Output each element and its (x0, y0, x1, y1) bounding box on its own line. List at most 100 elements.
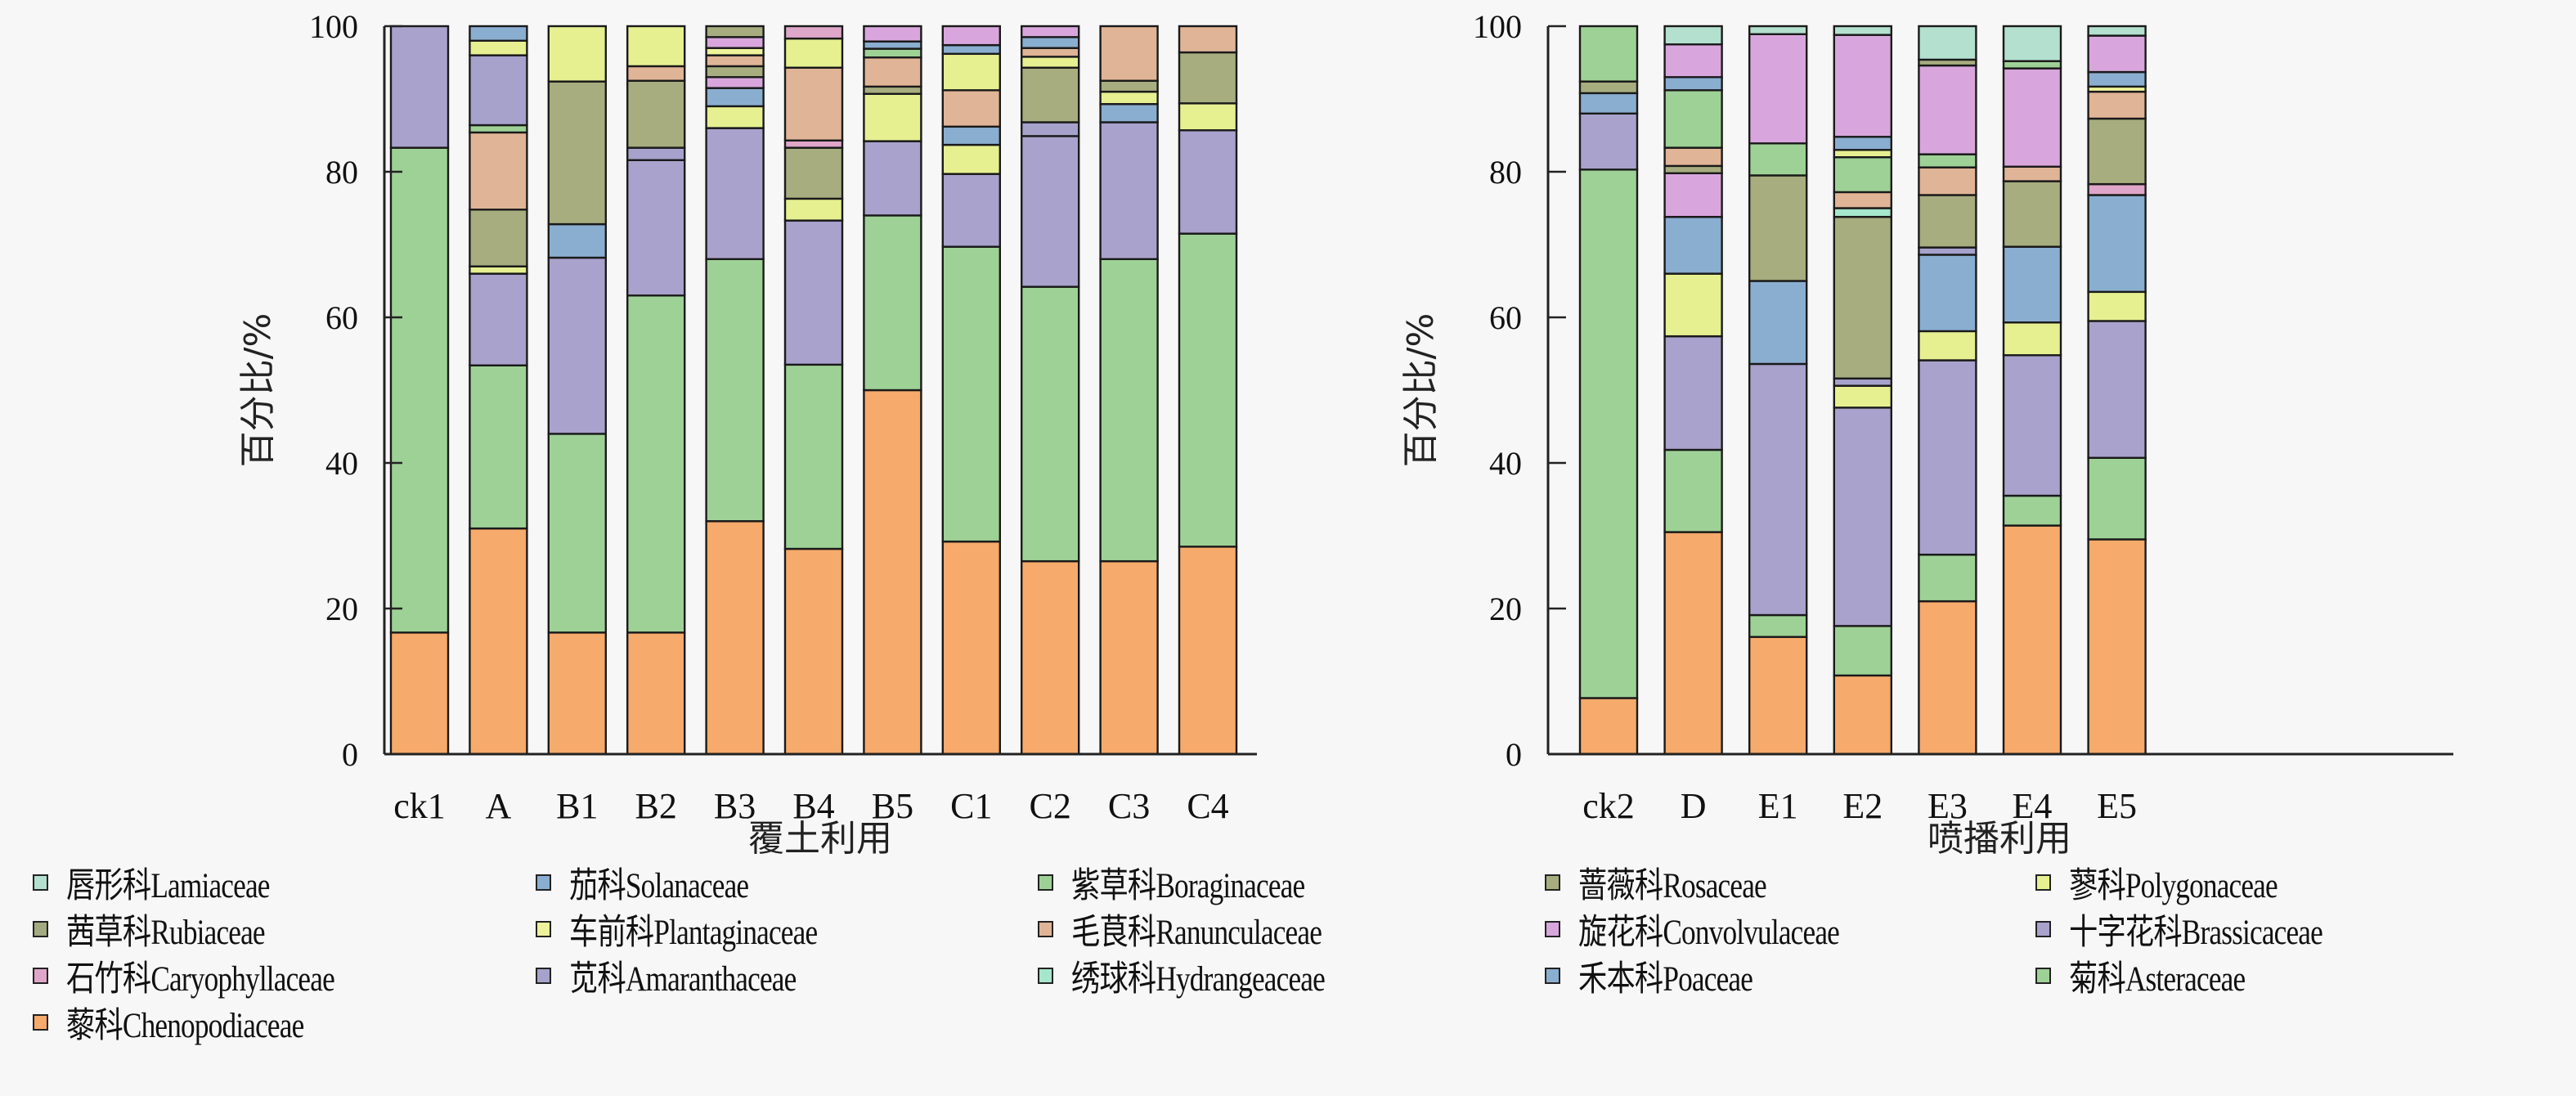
bar-segment-asteraceae (783, 363, 844, 550)
bar-segment-rosaceae (1833, 215, 1893, 380)
bar-segment-lamiaceae (2002, 25, 2062, 62)
bar-segment-rosaceae (626, 79, 686, 149)
legend-swatch (2035, 874, 2051, 891)
bar-segment-poaceae (1833, 136, 1893, 151)
bar-segment-polygonaceae (1020, 56, 1080, 69)
x-tick-label: B3 (714, 786, 756, 826)
bar-segment-convolvulaceae (941, 25, 1002, 47)
legend-label: 茜草科Rubiaceae (66, 913, 266, 952)
bar-segment-caryophyllaceae (783, 139, 844, 149)
legend-swatch (33, 1013, 48, 1031)
legend-item-lamiaceae: 唇形科Lamiaceae (33, 859, 536, 905)
legend-item-boraginaceae: 紫草科Boraginaceae (1038, 859, 1545, 905)
legend-item-caryophyllaceae: 石竹科Caryophyllaceae (33, 952, 536, 999)
bar-segment-chenopodiaceae (1833, 674, 1893, 756)
bar-E1 (1748, 25, 1808, 756)
x-tick-label: E2 (1842, 786, 1883, 826)
bar-segment-asteraceae (1178, 232, 1238, 548)
bar-segment-boraginaceae (1748, 142, 1808, 177)
bar-segment-asteraceae (1663, 448, 1723, 533)
bar-segment-brassicaceae (626, 159, 686, 297)
bar-segment-caryophyllaceae (783, 25, 844, 40)
legend-label: 禾本科Poaceae (1578, 959, 1753, 999)
bar-ck2 (1578, 25, 1639, 756)
bar-segment-polygonaceae (1178, 102, 1238, 132)
bar-B1 (547, 25, 607, 756)
legend-label: 绣球科Hydrangeaceae (1071, 959, 1326, 999)
bar-segment-amaranthaceae (469, 54, 528, 127)
y-tick-label: 80 (325, 154, 358, 191)
x-tick-label: E4 (2013, 786, 2053, 826)
bar-B2 (626, 25, 686, 756)
bar-segment-asteraceae (1918, 553, 1977, 603)
legend-swatch (2035, 920, 2051, 937)
bar-segment-rosaceae (1020, 66, 1080, 124)
bar-segment-poaceae (941, 125, 1002, 146)
bar-segment-polygonaceae (1663, 272, 1723, 338)
bar-segment-asteraceae (2087, 456, 2147, 541)
x-tick-label: C4 (1187, 786, 1228, 826)
bar-segment-ranunculaceae (941, 89, 1002, 128)
bar-segment-polygonaceae (1833, 384, 1893, 409)
bar-segment-chenopodiaceae (1663, 531, 1723, 756)
bar-segment-brassicaceae (547, 256, 607, 435)
x-axis-title: 覆土利用 (748, 818, 892, 859)
bar-segment-poaceae (2087, 70, 2147, 88)
bar-segment-convolvulaceae (1663, 172, 1723, 218)
x-tick-label: B2 (635, 786, 677, 826)
bar-segment-asteraceae (1020, 285, 1080, 563)
bar-E2 (1833, 25, 1893, 756)
bar-segment-brassicaceae (2087, 320, 2147, 459)
y-tick-label: 40 (1489, 445, 1522, 482)
bar-segment-plantaginaceae (705, 47, 765, 56)
bar-segment-convolvulaceae (1833, 34, 1893, 138)
legend-label: 紫草科Boraginaceae (1071, 866, 1305, 905)
bar-segment-convolvulaceae (705, 76, 765, 89)
bar-segment-lamiaceae (2087, 25, 2147, 37)
bar-segment-ranunculaceae (2002, 165, 2062, 182)
bar-segment-chenopodiaceae (863, 389, 922, 756)
chart-spray-seeding: ck2 D E1 E2 E3 E4 E5 0 20 40 60 80 100 百分比/% 喷播利用 (1400, 8, 2453, 859)
bar-segment-boraginaceae (1663, 89, 1723, 149)
legend-swatch (33, 874, 48, 891)
bar-D (1663, 25, 1723, 756)
bar-segment-rosaceae (1099, 79, 1159, 93)
x-tick-label: A (486, 786, 512, 826)
x-tick-label: ck2 (1582, 786, 1635, 826)
bar-segment-polygonaceae (469, 39, 528, 56)
bar-segment-chenopodiaceae (1020, 559, 1080, 756)
x-tick-label: E1 (1758, 786, 1798, 826)
legend-label: 车前科Plantaginaceae (569, 913, 818, 952)
bar-segment-brassicaceae (389, 25, 450, 149)
legend-label: 十字花科Brassicaceae (2069, 913, 2323, 952)
bar-segment-convolvulaceae (1918, 64, 1977, 155)
legend-label: 藜科Chenopodiaceae (66, 1006, 304, 1045)
bar-segment-boraginaceae (863, 47, 922, 59)
bar-segment-chenopodiaceae (941, 540, 1002, 756)
bar-segment-chenopodiaceae (2002, 524, 2062, 756)
bar-segment-brassicaceae (1918, 359, 1977, 556)
bar-segment-polygonaceae (863, 92, 922, 142)
legend-item-ranunculaceae: 毛茛科Ranunculaceae (1038, 905, 1545, 952)
bar-segment-polygonaceae (1833, 149, 1893, 159)
legend-swatch (1038, 967, 1053, 984)
legend: 唇形科Lamiaceae 茄科Solanaceae 紫草科Boraginaceae 蔷… (33, 859, 2551, 1096)
bar-segment-poaceae (863, 40, 922, 50)
bar-segment-asteraceae (1578, 168, 1639, 699)
bar-segment-poaceae (1918, 254, 1977, 333)
bar-segment-poaceae (1748, 280, 1808, 366)
y-tick-label: 100 (309, 8, 358, 45)
bar-segment-poaceae (1099, 103, 1159, 124)
bar-segment-ranunculaceae (1099, 25, 1159, 82)
bar-segment-hydrangeaceae (1833, 207, 1893, 218)
bar-segment-rosaceae (469, 209, 528, 267)
y-tick-label: 100 (1473, 8, 1522, 45)
bar-segment-rosaceae (1918, 194, 1977, 249)
y-tick-label: 20 (325, 591, 358, 627)
bar-segment-rosaceae (705, 65, 765, 79)
x-tick-label: D (1681, 786, 1707, 826)
y-tick-label: 40 (325, 445, 358, 482)
x-tick-label: B5 (872, 786, 913, 826)
bar-segment-brassicaceae (1578, 112, 1639, 171)
bar-segment-rosaceae (1578, 80, 1639, 95)
